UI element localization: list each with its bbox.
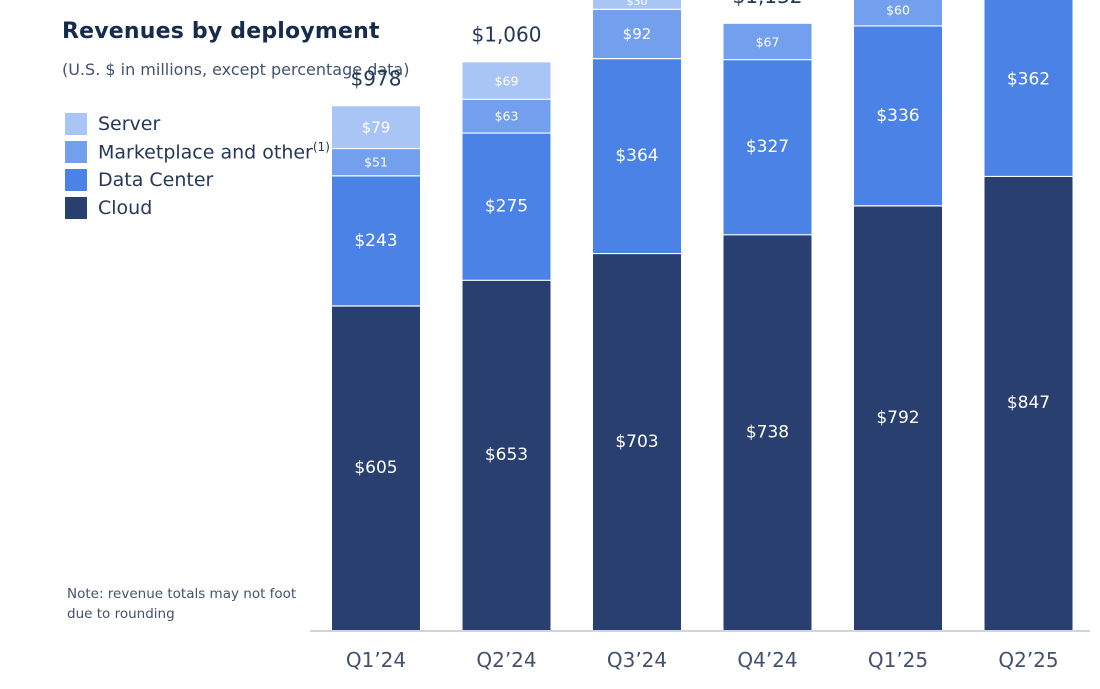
chart-subtitle: (U.S. $ in millions, except percentage d… [62, 60, 410, 79]
x-tick-label-q2-25: Q2’25 [998, 648, 1058, 672]
legend-swatch-cloud [65, 197, 87, 219]
legend-swatch-server [65, 113, 87, 135]
data-label-data-center-q1-25: $336 [876, 106, 919, 126]
legend-item-data-center: Data Center [65, 166, 330, 194]
legend-item-marketplace: Marketplace and other(1) [65, 138, 330, 166]
legend-label-server: Server [98, 113, 161, 135]
bar-server-q2-24 [462, 62, 551, 100]
bar-cloud-q1-25 [854, 205, 942, 630]
x-tick-label-q1-24: Q1’24 [346, 648, 406, 672]
data-label-data-center-q2-24: $275 [485, 197, 528, 217]
data-label-server-q1-24: $79 [362, 118, 391, 136]
data-label-cloud-q2-24: $653 [485, 445, 528, 465]
chart-legend: Server Marketplace and other(1) Data Cen… [65, 110, 330, 222]
legend-label-cloud: Cloud [98, 197, 153, 219]
legend-footnote-marketplace: (1) [312, 140, 330, 155]
bar-data-center-q1-24 [332, 175, 420, 307]
x-tick-label-q3-24: Q3’24 [607, 648, 667, 672]
chart-title: Revenues by deployment [62, 19, 380, 44]
legend-swatch-data-center [65, 169, 87, 191]
legend-swatch-marketplace [65, 141, 87, 163]
data-label-data-center-q2-25: $362 [1007, 70, 1050, 90]
legend-label-data-center: Data Center [98, 169, 214, 191]
data-label-marketplace-and-other-q1-24: $51 [364, 155, 388, 170]
bar-server-q1-24 [332, 106, 420, 149]
data-label-marketplace-and-other-q3-24: $92 [623, 25, 652, 43]
data-label-server-q3-24: $30 [627, 0, 648, 8]
bar-cloud-q3-24 [593, 253, 681, 630]
data-label-data-center-q4-24: $327 [746, 137, 789, 157]
bar-cloud-q2-24 [462, 280, 551, 630]
bar-cloud-q4-24 [723, 234, 812, 630]
data-label-data-center-q1-24: $243 [354, 231, 397, 251]
bar-server-q3-24 [593, 0, 681, 10]
data-label-cloud-q1-24: $605 [354, 458, 397, 478]
legend-item-cloud: Cloud [65, 194, 330, 222]
total-label-q2-24: $1,060 [472, 22, 542, 46]
legend-text-marketplace: Marketplace and other [98, 141, 313, 164]
chart-note: Note: revenue totals may not foot due to… [67, 586, 297, 622]
data-label-server-q2-24: $69 [495, 73, 519, 88]
x-tick-label-q1-25: Q1’25 [868, 648, 928, 672]
legend-label-marketplace: Marketplace and other(1) [98, 140, 330, 163]
legend-item-server: Server [65, 110, 330, 138]
total-label-q1-24: $978 [351, 66, 402, 90]
bar-data-center-q1-25 [854, 25, 942, 206]
data-label-marketplace-and-other-q1-25: $60 [886, 2, 910, 17]
data-label-cloud-q4-24: $738 [746, 422, 789, 442]
data-label-cloud-q2-25: $847 [1007, 393, 1050, 413]
bar-marketplace-and-other-q1-24 [332, 148, 420, 176]
data-label-data-center-q3-24: $364 [615, 146, 658, 166]
bar-data-center-q2-25 [984, 0, 1073, 177]
bar-marketplace-and-other-q1-25 [854, 0, 942, 26]
x-tick-label-q4-24: Q4’24 [737, 648, 797, 672]
labels-layer: $605 $243 $51 $79 $978 Q1’24 $653 $275 $63 $69 $1,… [346, 0, 1059, 672]
data-label-cloud-q1-25: $792 [876, 408, 919, 428]
x-tick-label-q2-24: Q2’24 [476, 648, 536, 672]
bar-marketplace-and-other-q3-24 [593, 9, 681, 59]
bars-layer [332, 0, 1073, 630]
bar-cloud-q1-24 [332, 306, 420, 630]
bar-marketplace-and-other-q4-24 [723, 23, 812, 60]
bar-data-center-q4-24 [723, 59, 812, 235]
data-label-cloud-q3-24: $703 [615, 432, 658, 452]
data-label-marketplace-and-other-q4-24: $67 [756, 34, 780, 49]
bar-cloud-q2-25 [984, 176, 1073, 630]
bar-marketplace-and-other-q2-24 [462, 99, 551, 134]
bar-data-center-q3-24 [593, 58, 681, 254]
total-label-q4-24: $1,132 [733, 0, 803, 8]
bar-data-center-q2-24 [462, 133, 551, 281]
data-label-marketplace-and-other-q2-24: $63 [495, 109, 519, 124]
